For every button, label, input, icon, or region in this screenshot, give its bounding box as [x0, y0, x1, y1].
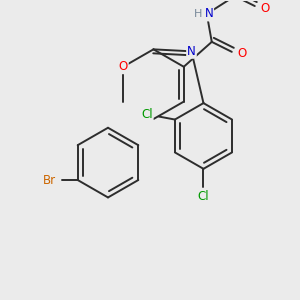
Text: H: H: [194, 9, 202, 19]
Text: Cl: Cl: [198, 190, 209, 203]
Text: O: O: [237, 47, 246, 60]
Text: O: O: [260, 2, 269, 14]
Text: N: N: [204, 8, 213, 20]
Text: Cl: Cl: [141, 108, 153, 121]
Text: N: N: [187, 45, 196, 58]
Text: Br: Br: [43, 173, 56, 187]
Text: O: O: [118, 60, 128, 73]
